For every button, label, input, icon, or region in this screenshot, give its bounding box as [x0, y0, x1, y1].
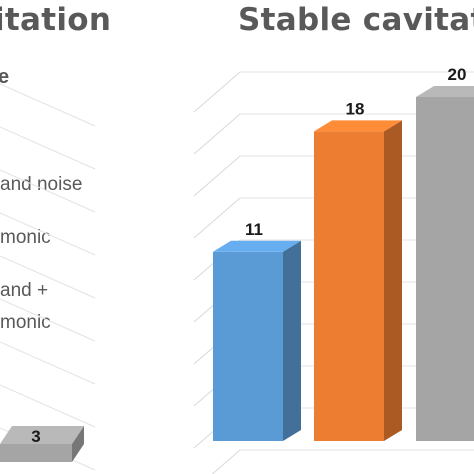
bar-2-top — [314, 120, 402, 132]
chart-title-right: Stable cavitat — [238, 2, 474, 38]
gridline-left — [0, 298, 96, 342]
bar-3-top — [416, 86, 474, 97]
legend-item-3: and + — [0, 280, 49, 301]
legend-item-4: monic — [0, 312, 51, 333]
bar-1-side — [283, 240, 301, 441]
bar-3 — [416, 97, 474, 441]
bar-1-label: 11 — [245, 220, 263, 239]
bar-1-top — [213, 240, 301, 252]
gridline-left — [0, 126, 96, 170]
gridline-left — [0, 384, 96, 428]
bar-2-label: 18 — [346, 99, 365, 118]
gridline-left — [0, 255, 96, 299]
gridline-left — [0, 83, 96, 127]
bar-2 — [314, 131, 384, 441]
gridline-left — [0, 341, 96, 385]
bar-2-side — [384, 120, 402, 442]
gridline-depth — [193, 155, 241, 197]
left-bar — [0, 444, 72, 462]
gridline-depth — [193, 71, 241, 113]
gridline-depth — [193, 197, 241, 239]
bar-1 — [213, 251, 283, 441]
legend-item-2: monic — [0, 227, 51, 248]
gridline-depth — [211, 449, 241, 474]
gridline-left — [0, 169, 96, 213]
chart-title-left: itation — [0, 2, 112, 38]
left-bar-side — [72, 426, 84, 462]
gridline-depth — [193, 113, 241, 155]
left-bar-label: 3 — [31, 427, 40, 446]
gridline-left — [0, 212, 96, 256]
left-bar-top — [0, 426, 84, 444]
legend-top-glyph: e — [0, 66, 10, 88]
bar-3-label: 20 — [448, 65, 467, 84]
